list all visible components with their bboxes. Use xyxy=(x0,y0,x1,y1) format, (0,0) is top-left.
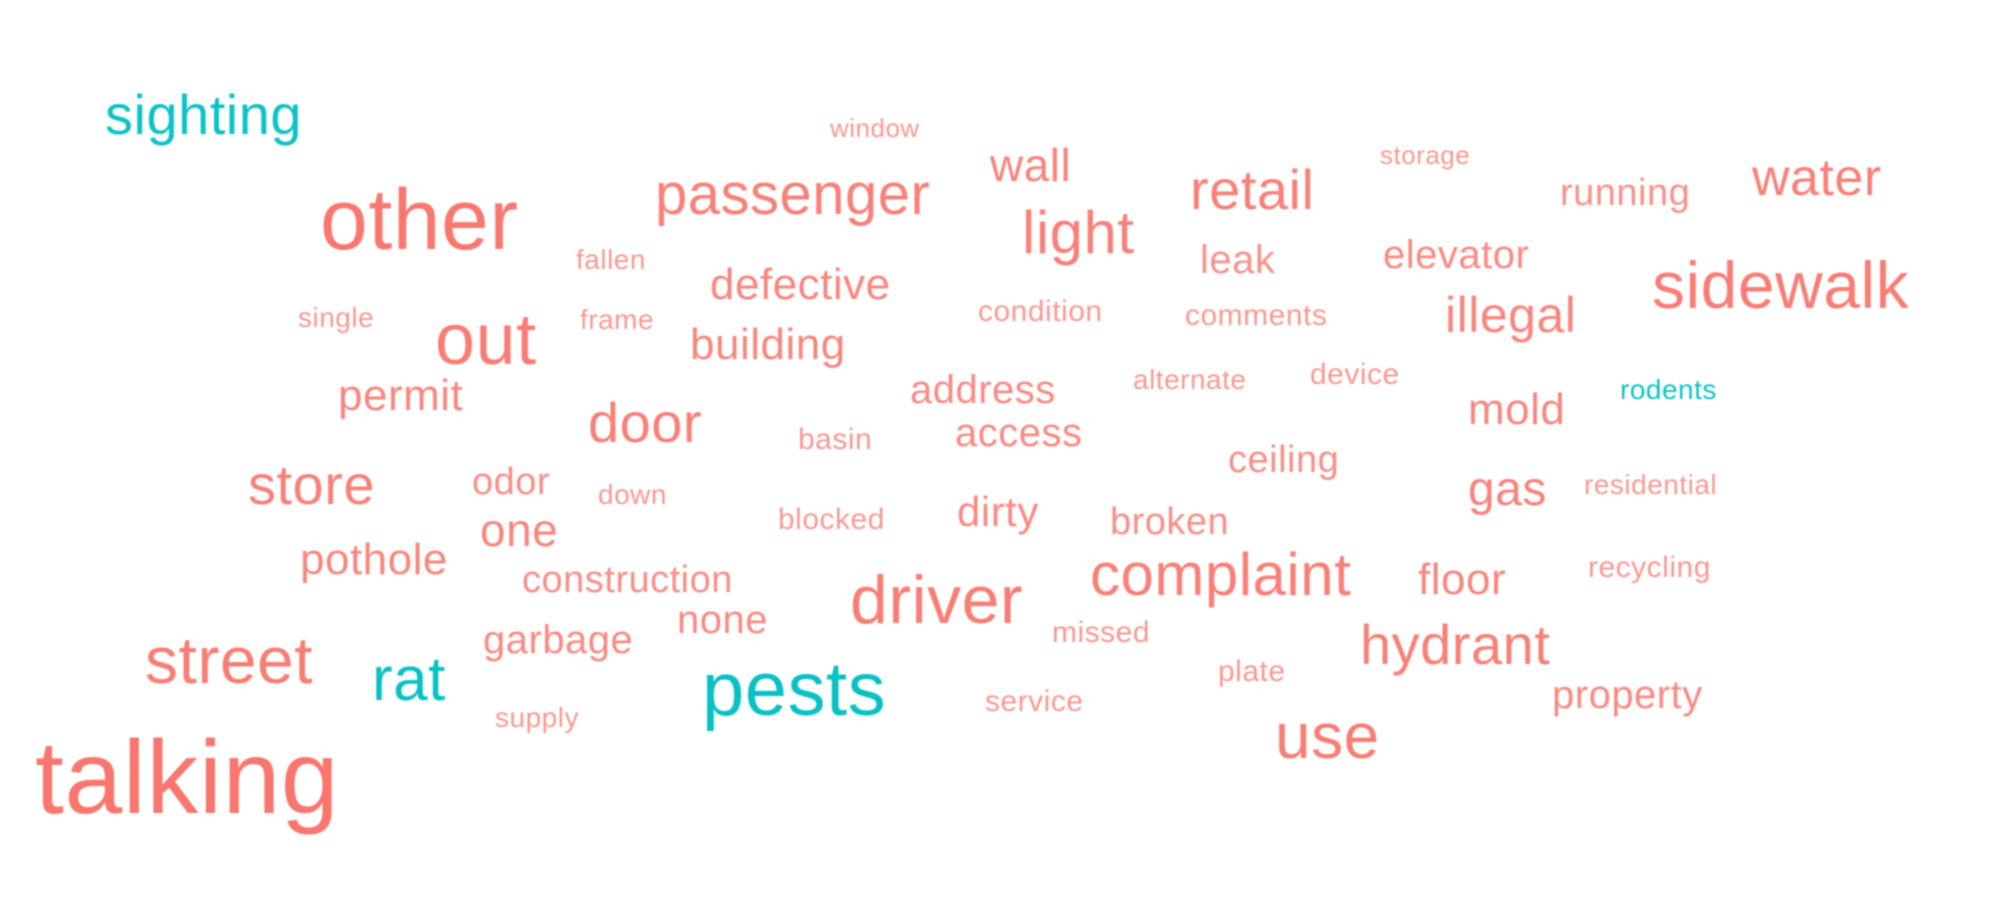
word-dirty: dirty xyxy=(957,488,1039,535)
word-supply: supply xyxy=(495,702,579,733)
word-fallen: fallen xyxy=(576,244,646,275)
word-water: water xyxy=(1752,149,1882,207)
word-mold: mold xyxy=(1468,385,1566,434)
word-ceiling: ceiling xyxy=(1228,439,1340,481)
word-driver: driver xyxy=(850,562,1024,638)
word-illegal: illegal xyxy=(1445,287,1577,343)
word-basin: basin xyxy=(798,423,873,456)
word-running: running xyxy=(1560,172,1691,214)
word-residential: residential xyxy=(1584,469,1718,500)
word-condition: condition xyxy=(978,295,1103,328)
word-window: window xyxy=(830,113,920,143)
word-rodents: rodents xyxy=(1620,374,1717,405)
word-broken: broken xyxy=(1110,501,1230,543)
word-defective: defective xyxy=(710,260,891,309)
word-service: service xyxy=(985,685,1084,718)
word-street: street xyxy=(145,623,314,697)
word-retail: retail xyxy=(1190,158,1315,221)
word-access: access xyxy=(955,411,1083,455)
word-none: none xyxy=(677,598,768,642)
word-blocked: blocked xyxy=(778,503,885,536)
word-building: building xyxy=(690,320,846,369)
word-out: out xyxy=(435,300,537,380)
word-gas: gas xyxy=(1468,463,1547,516)
word-light: light xyxy=(1022,199,1135,266)
word-wall: wall xyxy=(990,139,1072,191)
word-alternate: alternate xyxy=(1133,364,1247,395)
word-single: single xyxy=(298,302,375,333)
word-address: address xyxy=(910,368,1056,412)
word-sighting: sighting xyxy=(105,83,303,146)
word-talking: talking xyxy=(35,720,340,836)
word-elevator: elevator xyxy=(1383,233,1530,277)
word-construction: construction xyxy=(522,559,733,601)
word-down: down xyxy=(598,479,667,510)
word-store: store xyxy=(248,453,375,516)
word-other: other xyxy=(320,172,519,268)
word-rat: rat xyxy=(372,645,446,714)
word-pests: pests xyxy=(702,647,887,732)
word-sidewalk: sidewalk xyxy=(1652,248,1910,322)
word-leak: leak xyxy=(1200,238,1276,282)
word-door: door xyxy=(588,391,703,454)
word-floor: floor xyxy=(1418,555,1507,604)
word-permit: permit xyxy=(338,371,464,420)
word-odor: odor xyxy=(472,461,551,503)
word-passenger: passenger xyxy=(655,162,931,227)
word-property: property xyxy=(1552,673,1703,717)
word-plate: plate xyxy=(1218,655,1286,688)
word-use: use xyxy=(1275,700,1380,772)
word-pothole: pothole xyxy=(300,535,448,584)
word-hydrant: hydrant xyxy=(1360,613,1551,676)
word-frame: frame xyxy=(580,304,655,335)
word-missed: missed xyxy=(1052,616,1151,649)
word-one: one xyxy=(480,504,559,556)
word-recycling: recycling xyxy=(1588,551,1711,584)
word-storage: storage xyxy=(1380,140,1471,170)
word-device: device xyxy=(1310,358,1400,391)
word-garbage: garbage xyxy=(483,618,634,662)
word-comments: comments xyxy=(1185,299,1328,332)
word-complaint: complaint xyxy=(1090,541,1352,608)
